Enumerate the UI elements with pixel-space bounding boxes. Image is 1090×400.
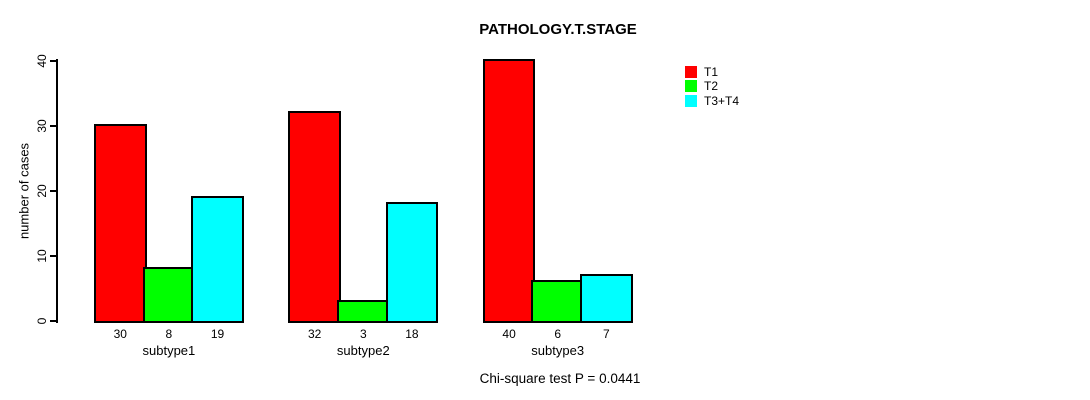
chart-title: PATHOLOGY.T.STAGE (479, 21, 637, 38)
y-tick-label: 40 (35, 54, 49, 68)
bar-t3-t4-subtype2 (385, 202, 439, 323)
legend-swatch (685, 94, 697, 107)
bar-t1-subtype3 (482, 59, 536, 323)
y-tick-mark (50, 60, 56, 62)
bar-t3-t4-subtype1 (191, 195, 244, 323)
y-tick-mark (50, 255, 56, 257)
bar-value-label: 6 (554, 327, 562, 341)
legend-item-t2: T2 (685, 80, 718, 93)
bar-value-label: 19 (210, 327, 225, 341)
bar-t2-subtype3 (531, 280, 584, 323)
legend-item-t1: T1 (685, 65, 718, 78)
bar-value-label: 3 (359, 327, 367, 341)
caption-chi-square: Chi-square test P = 0.0441 (479, 371, 641, 386)
bar-value-label: 8 (165, 327, 173, 341)
y-tick-mark (50, 320, 56, 322)
legend-label: T1 (704, 64, 719, 79)
bar-value-label: 32 (308, 327, 322, 341)
group-label-subtype1: subtype1 (142, 343, 196, 358)
bar-value-label: 30 (113, 327, 127, 341)
bar-t1-subtype2 (288, 111, 341, 323)
y-axis-line (56, 59, 58, 323)
group-label-subtype3: subtype3 (531, 343, 585, 358)
y-tick-label: 20 (35, 184, 49, 198)
bar-value-label: 7 (602, 327, 610, 341)
bar-t2-subtype2 (337, 299, 390, 323)
bar-value-label: 40 (502, 327, 516, 341)
y-tick-label: 0 (35, 317, 49, 325)
bar-t1-subtype1 (94, 124, 147, 323)
y-tick-label: 30 (35, 119, 49, 133)
y-tick-label: 10 (35, 249, 49, 263)
legend-swatch (685, 65, 697, 78)
bar-t3-t4-subtype3 (580, 273, 633, 323)
y-tick-mark (50, 125, 56, 127)
legend-item-t3-t4: T3+T4 (685, 94, 739, 107)
legend-label: T3+T4 (704, 93, 740, 108)
y-tick-mark (50, 190, 56, 192)
bar-t2-subtype1 (142, 267, 196, 323)
group-label-subtype2: subtype2 (336, 343, 390, 358)
legend-label: T2 (704, 79, 719, 94)
legend-swatch (685, 80, 697, 93)
bar-value-label: 18 (405, 327, 419, 341)
